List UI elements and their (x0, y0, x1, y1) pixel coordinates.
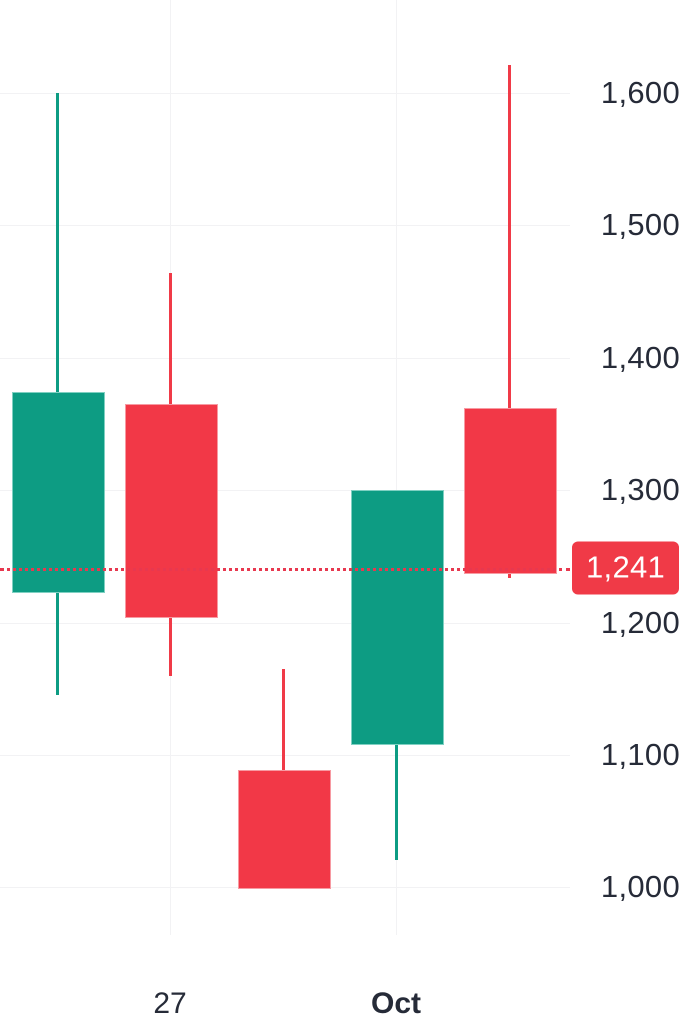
x-axis[interactable]: 27 Oct (0, 935, 696, 1023)
candle-5-wick (507, 65, 511, 578)
y-axis-label-1600: 1,600 (600, 75, 680, 110)
gridline-x-Oct (396, 0, 397, 935)
gridline-y-1500 (0, 225, 570, 227)
gridline-y-1100 (0, 755, 570, 756)
candle-3-body (237, 769, 331, 890)
y-axis-label-1000: 1,000 (600, 869, 680, 905)
x-axis-label-Oct: Oct (370, 987, 422, 1020)
gridline-y-1400 (0, 357, 570, 359)
candle-1-body (11, 392, 105, 593)
y-axis-label-1200: 1,200 (600, 604, 680, 640)
gridline-y-1200 (0, 622, 570, 624)
candle-4-body (350, 490, 444, 746)
y-axis[interactable]: 1,000 1,100 1,200 1,300 1,400 1,500 1,600 1,24… (570, 0, 696, 935)
plot-area[interactable] (0, 0, 570, 935)
candle-2-body (124, 404, 218, 618)
y-axis-label-1400: 1,400 (600, 339, 680, 375)
candle-5-body (463, 408, 557, 575)
y-axis-label-1300: 1,300 (600, 472, 680, 508)
y-axis-label-1500: 1,500 (600, 207, 680, 243)
x-axis-label-27: 27 (153, 987, 187, 1020)
y-axis-label-1100: 1,100 (600, 737, 680, 772)
current-price-line (0, 568, 570, 572)
gridline-y-1300 (0, 490, 570, 492)
current-price-badge: 1,241 (572, 541, 680, 595)
gridline-y-1600 (0, 93, 570, 94)
